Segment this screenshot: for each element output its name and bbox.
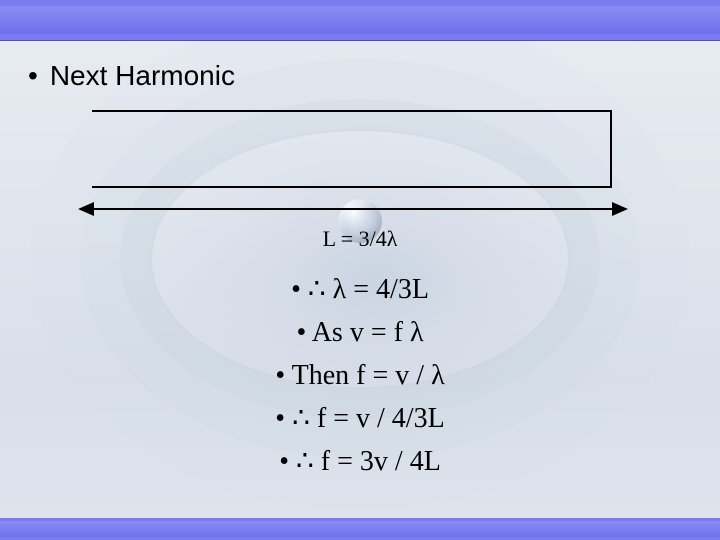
length-arrow-left-head (78, 202, 94, 216)
equation-line-2: • As v = f λ (0, 311, 720, 354)
heading-bullet: • (28, 60, 38, 91)
slide: • Next Harmonic L = 3/4λ • ∴ λ = 4/3L • A… (0, 0, 720, 540)
top-accent-band-inner (0, 6, 720, 34)
heading-text: Next Harmonic (50, 60, 235, 91)
length-arrow-right-head (612, 202, 628, 216)
slide-heading: • Next Harmonic (28, 60, 235, 92)
length-arrow-line (90, 208, 616, 210)
equation-line-5: • ∴ f = 3v / 4L (0, 440, 720, 483)
equation-block: • ∴ λ = 4/3L • As v = f λ • Then f = v /… (0, 268, 720, 483)
equation-line-3: • Then f = v / λ (0, 354, 720, 397)
length-label: L = 3/4λ (0, 226, 720, 252)
bottom-accent-band (0, 518, 720, 540)
top-accent-band (0, 0, 720, 40)
equation-line-4: • ∴ f = v / 4/3L (0, 397, 720, 440)
equation-line-1: • ∴ λ = 4/3L (0, 268, 720, 311)
closed-pipe-diagram (92, 110, 612, 188)
